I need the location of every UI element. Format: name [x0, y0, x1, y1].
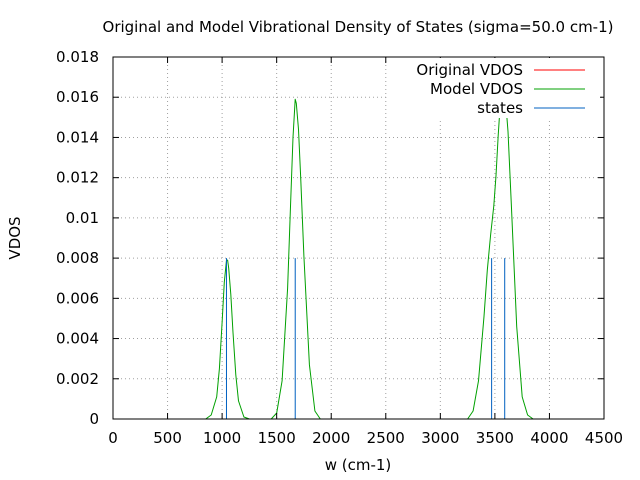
x-tick-label: 0 — [108, 429, 118, 447]
legend-label: states — [477, 99, 523, 117]
y-tick-label: 0.004 — [56, 330, 99, 348]
x-tick-label: 3500 — [476, 429, 514, 447]
x-tick-label: 2500 — [367, 429, 405, 447]
x-tick-label: 500 — [153, 429, 182, 447]
y-tick-label: 0.016 — [56, 88, 99, 106]
x-tick-label: 3000 — [421, 429, 459, 447]
y-tick-label: 0.002 — [56, 370, 99, 388]
plot-frame — [112, 56, 605, 420]
y-tick-label: 0.008 — [56, 249, 99, 267]
x-tick-label: 4500 — [585, 429, 623, 447]
y-tick-label: 0.006 — [56, 289, 99, 307]
x-tick-label: 2000 — [312, 429, 350, 447]
y-tick-label: 0.01 — [66, 209, 99, 227]
chart-title: Original and Model Vibrational Density o… — [103, 18, 614, 36]
x-axis-label: w (cm-1) — [325, 456, 392, 474]
plot-series — [205, 90, 534, 420]
model-vdos-line — [205, 90, 534, 420]
y-tick-label: 0.014 — [56, 128, 99, 146]
y-tick-label: 0.018 — [56, 48, 99, 66]
legend-label: Original VDOS — [416, 61, 523, 79]
axis-ticks: 0 500 1000 1500 2000 2500 3000 3500 4000 4500 0 0.0… — [56, 48, 623, 447]
legend-label: Model VDOS — [430, 80, 523, 98]
y-tick-label: 0 — [89, 410, 99, 428]
x-tick-label: 4000 — [530, 429, 568, 447]
x-tick-label: 1500 — [258, 429, 296, 447]
y-axis-label: VDOS — [6, 216, 24, 259]
x-tick-label: 1000 — [203, 429, 241, 447]
y-tick-label: 0.012 — [56, 169, 99, 187]
